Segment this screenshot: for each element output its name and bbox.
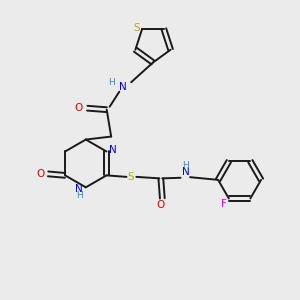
Text: S: S: [128, 172, 134, 182]
Text: N: N: [109, 145, 117, 155]
Text: F: F: [221, 200, 227, 209]
Text: N: N: [75, 184, 83, 194]
Text: S: S: [134, 22, 140, 32]
Text: N: N: [119, 82, 127, 92]
Text: H: H: [108, 78, 115, 87]
Text: O: O: [37, 169, 45, 179]
Text: O: O: [157, 200, 165, 210]
Text: H: H: [76, 191, 83, 200]
Text: N: N: [182, 167, 190, 177]
Text: H: H: [182, 161, 189, 170]
Text: O: O: [75, 103, 83, 113]
